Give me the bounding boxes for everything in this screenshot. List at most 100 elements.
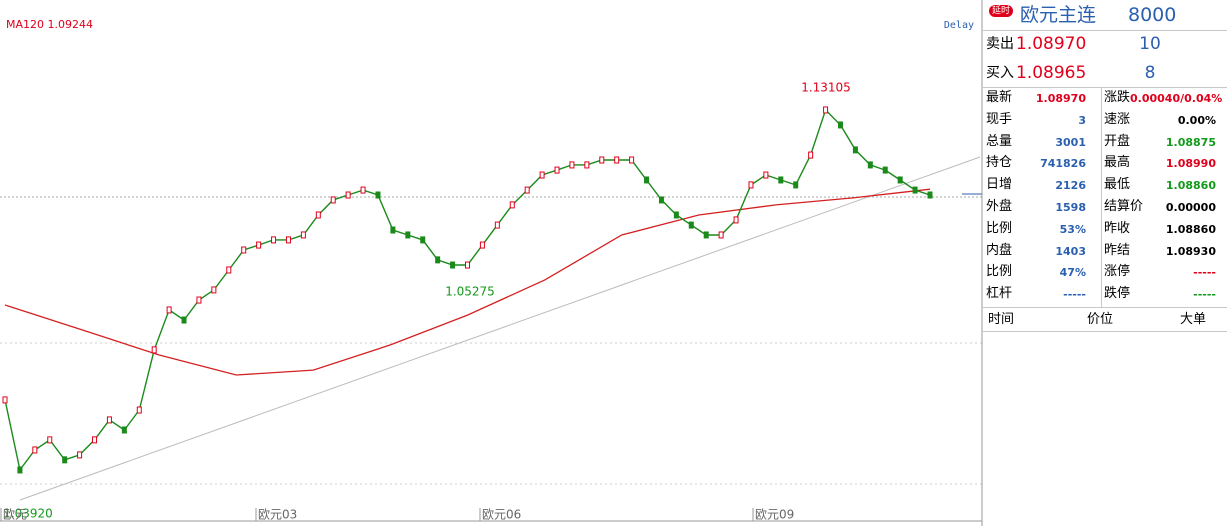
indicator-label: MA120 1.09244 — [6, 18, 93, 31]
quote-label: 卖出 — [986, 36, 1014, 52]
close-mark — [390, 226, 396, 234]
stat-label: 最高 — [1104, 155, 1131, 171]
close-mark — [136, 406, 142, 414]
close-mark — [494, 221, 500, 229]
close-mark — [106, 416, 112, 424]
stat-label: 总量 — [986, 133, 1013, 149]
delay-label: Delay — [944, 20, 974, 31]
stat-label: 速涨 — [1104, 111, 1131, 127]
close-mark — [315, 211, 321, 219]
close-mark — [2, 396, 8, 404]
x-label: 欧元06 — [482, 508, 521, 522]
quote-price: 1.08965 — [1016, 63, 1087, 83]
close-mark — [420, 236, 426, 244]
close-mark — [778, 176, 784, 184]
stat-value: 0.00000 — [1165, 201, 1216, 214]
stat-value: 1.08970 — [1035, 92, 1086, 105]
stat-label: 涨停 — [1104, 264, 1131, 280]
stat-label: 开盘 — [1104, 133, 1131, 149]
close-mark — [614, 156, 620, 164]
separator — [983, 307, 1227, 308]
stat-value: 3 — [1078, 113, 1086, 127]
stat-label: 外盘 — [986, 199, 1013, 214]
price-chart: MA120 1.09244 Delay 1.13105 1.05275 1.0392… — [0, 0, 983, 526]
close-mark — [658, 196, 664, 204]
stat-value: 2126 — [1055, 179, 1086, 193]
stat-label: 杠杆 — [986, 286, 1013, 302]
tape-header: 大单 — [1180, 312, 1207, 327]
close-mark — [450, 261, 456, 269]
stat-value: 1598 — [1055, 201, 1086, 214]
close-mark — [599, 156, 605, 164]
tape-header: 价位 — [1087, 312, 1114, 327]
close-mark — [360, 186, 366, 194]
stat-label: 内盘 — [986, 242, 1013, 258]
close-mark — [852, 146, 858, 154]
badge: 延时 — [989, 5, 1014, 17]
stat-label: 涨跌 — [1104, 90, 1131, 105]
quote-volume: 8 — [1144, 63, 1156, 83]
x-label: 欧元03 — [258, 508, 297, 522]
close-mark — [345, 191, 351, 199]
close-mark — [688, 221, 694, 229]
tape-header: 时间 — [988, 312, 1015, 327]
separator — [983, 87, 1227, 88]
stat-label: 昨结 — [1104, 242, 1131, 258]
close-mark — [718, 231, 724, 239]
stat-label: 结算价 — [1104, 199, 1144, 214]
close-mark — [181, 316, 187, 324]
close-mark — [554, 166, 560, 174]
x-label: 欧元09 — [755, 508, 794, 522]
close-mark — [823, 106, 829, 114]
stat-value: 53% — [1059, 222, 1086, 236]
stat-value: 3001 — [1055, 135, 1086, 149]
quote-price: 1.08970 — [1016, 34, 1087, 54]
close-mark — [47, 436, 53, 444]
stat-value: ----- — [1193, 266, 1216, 280]
close-mark — [465, 261, 470, 269]
stat-label: 持仓 — [986, 155, 1013, 171]
close-mark — [121, 426, 127, 434]
close-mark — [644, 176, 650, 184]
close-mark — [569, 161, 575, 169]
close-mark — [330, 196, 336, 204]
stat-value: 0.00040/0.04% — [1130, 92, 1223, 105]
close-mark — [673, 211, 679, 219]
chart-bg — [0, 0, 982, 526]
close-mark — [196, 296, 202, 304]
close-mark — [271, 236, 277, 244]
stat-label: 日增 — [986, 177, 1013, 193]
instrument-title: 欧元主连 — [1020, 4, 1097, 26]
close-mark — [763, 171, 769, 179]
close-mark — [524, 186, 530, 194]
price-annotation: 1.03920 — [3, 507, 53, 521]
stat-label: 比例 — [986, 264, 1013, 280]
stat-value: ----- — [1063, 288, 1086, 302]
separator — [983, 331, 1227, 332]
stat-label: 昨收 — [1104, 220, 1131, 236]
close-mark — [629, 156, 635, 164]
close-mark — [151, 346, 157, 354]
close-mark — [882, 166, 888, 174]
stat-label: 现手 — [986, 111, 1013, 127]
close-mark — [479, 241, 485, 249]
close-mark — [837, 121, 843, 129]
close-mark — [927, 191, 933, 199]
close-mark — [435, 256, 441, 264]
close-mark — [226, 266, 232, 274]
quote-label: 买入 — [986, 65, 1014, 81]
close-mark — [32, 446, 38, 454]
stat-value: 1403 — [1055, 244, 1086, 258]
close-mark — [748, 181, 754, 189]
close-mark — [793, 181, 799, 189]
separator — [983, 30, 1227, 31]
stat-value: 1.08860 — [1165, 222, 1216, 236]
close-mark — [897, 176, 903, 184]
close-mark — [285, 236, 291, 244]
close-mark — [211, 286, 217, 294]
ma120-line — [4, 188, 931, 376]
separator — [1101, 88, 1102, 307]
close-mark — [256, 241, 262, 249]
stat-label: 最新 — [986, 90, 1013, 105]
